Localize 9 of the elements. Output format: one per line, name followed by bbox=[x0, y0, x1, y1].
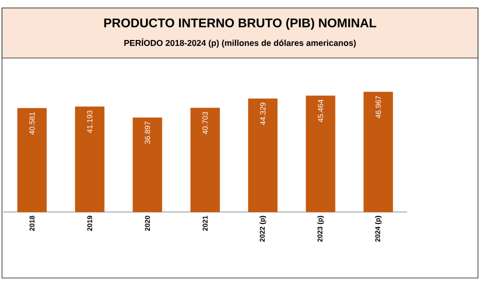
bar bbox=[364, 92, 393, 212]
bar bbox=[75, 106, 104, 212]
chart-title: PRODUCTO INTERNO BRUTO (PIB) NOMINAL bbox=[104, 18, 376, 30]
bar bbox=[306, 96, 336, 212]
chart-subtitle: PERÍODO 2018-2024 (p) (millones de dólares americanos) bbox=[124, 38, 356, 48]
bar bbox=[132, 118, 162, 212]
bar bbox=[190, 108, 220, 212]
bar bbox=[248, 98, 278, 212]
bar bbox=[17, 108, 47, 212]
